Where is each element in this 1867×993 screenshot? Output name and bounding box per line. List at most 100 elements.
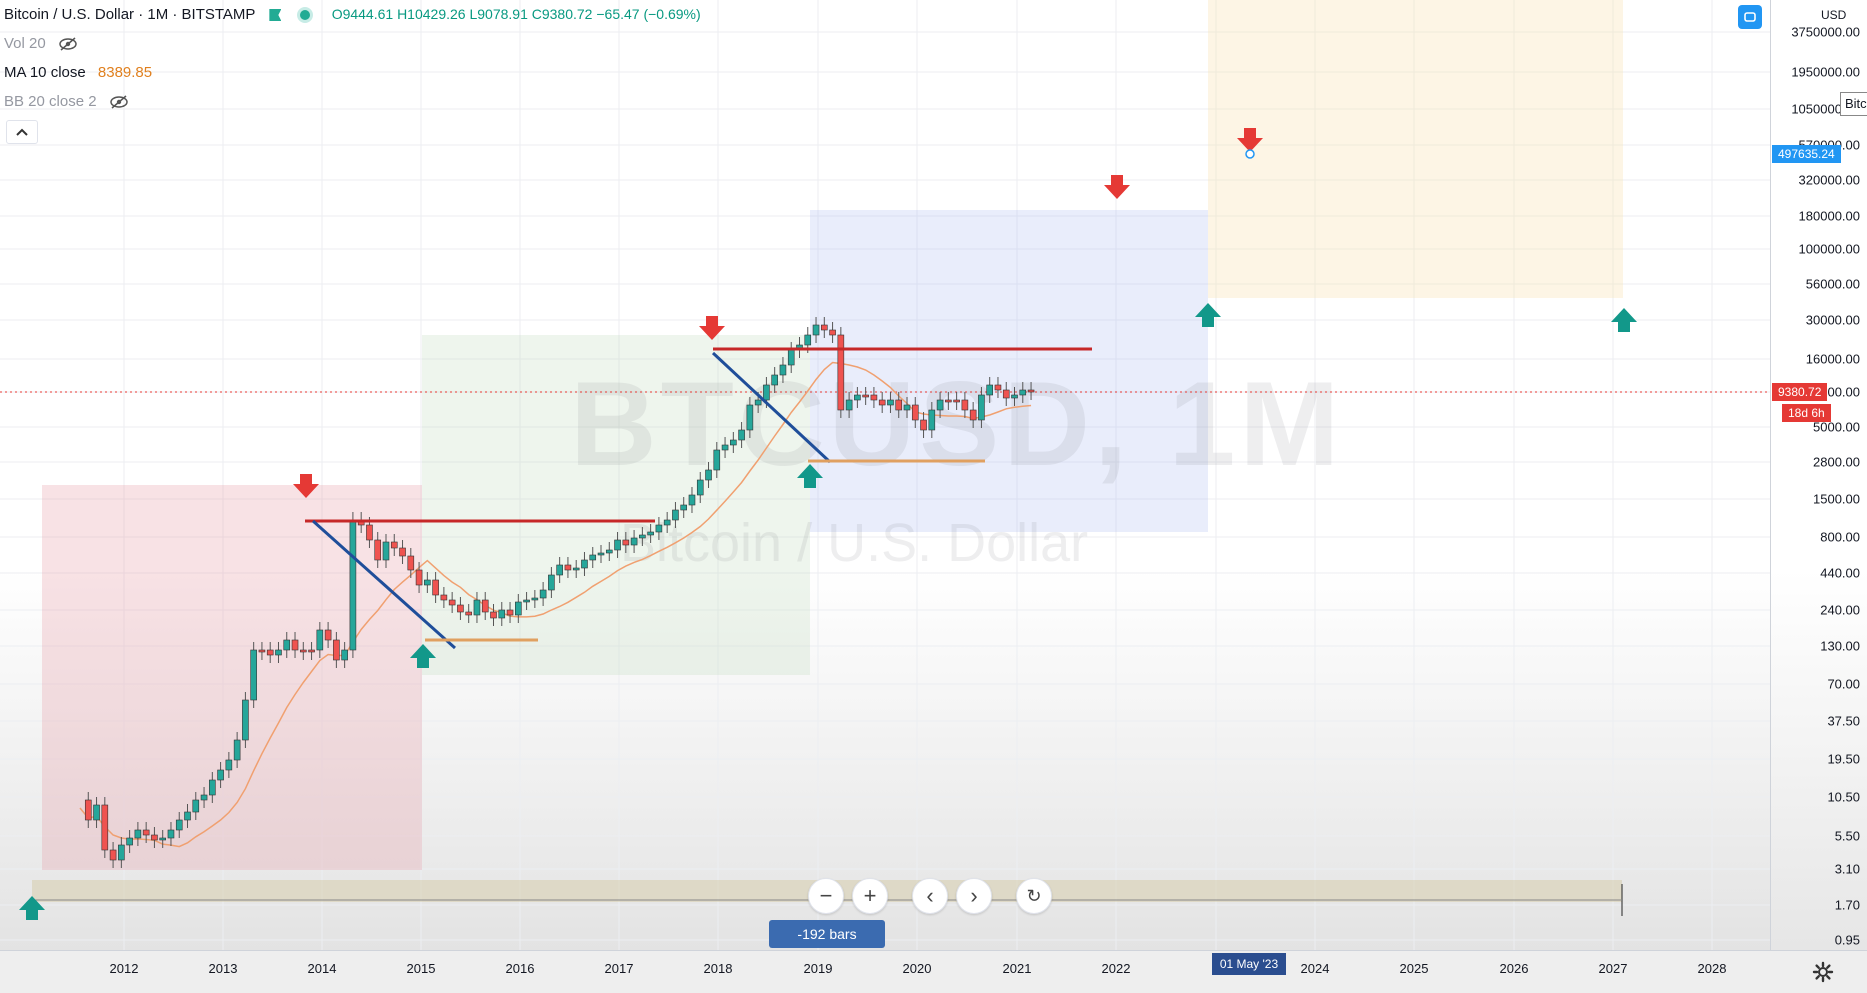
up-arrow-icon (1195, 303, 1221, 327)
candle-body (341, 649, 348, 661)
price-tick-label: 3750000.00 (1791, 24, 1860, 40)
scroll-right-button[interactable]: › (956, 878, 992, 914)
currency-label[interactable]: USD (1821, 8, 1847, 22)
candle-body (473, 599, 481, 616)
candle-body (415, 569, 423, 586)
price-tick-label: 5000.00 (1813, 419, 1860, 435)
candle-body (878, 399, 886, 406)
candle-body (680, 504, 688, 511)
ma-indicator-value: 8389.85 (97, 64, 153, 81)
candle-body (1019, 389, 1027, 396)
candle-body (920, 419, 927, 431)
time-tick-label: 2016 (505, 961, 535, 976)
candle-body (655, 524, 663, 533)
volume-indicator-legend[interactable]: Vol 20 (4, 35, 78, 52)
price-scale[interactable]: USD 3750000.001950000.001050000.00570000… (1770, 0, 1867, 950)
candle-body (531, 597, 539, 601)
candle-body (605, 549, 613, 554)
moving-average-line (79, 361, 1032, 848)
description-watermark: Bitcoin / U.S. Dollar (620, 513, 1089, 573)
symbol-title[interactable]: Bitcoin / U.S. Dollar · 1M · BITSTAMP (4, 6, 256, 23)
candle-body (845, 399, 853, 411)
eye-hidden-icon[interactable] (109, 95, 129, 109)
time-tick-label: 2028 (1697, 961, 1727, 976)
candle-body (175, 819, 183, 831)
crosshair-marker (1245, 149, 1255, 159)
price-tick-label: 37.50 (1827, 713, 1860, 729)
scroll-left-button[interactable]: ‹ (912, 878, 948, 914)
down-arrow-icon (699, 316, 725, 340)
candle-body (390, 541, 398, 549)
zoom-in-button[interactable]: + (852, 878, 888, 914)
candle-body (696, 479, 704, 496)
candle-body (936, 399, 944, 411)
time-tick-label: 2025 (1399, 961, 1429, 976)
candle-body (291, 639, 299, 651)
time-scale[interactable]: 2012 2013 2014 2015 2016 2017 2018 2019 2020 2021… (0, 950, 1867, 993)
candle-body (159, 837, 166, 841)
cycle-zone-4 (1208, 0, 1623, 298)
up-arrow-icon (797, 464, 823, 488)
market-status-icon (299, 10, 310, 21)
candle-body (192, 799, 200, 813)
time-tick-label: 2022 (1101, 961, 1131, 976)
time-tick-label: 2021 (1002, 961, 1032, 976)
zoom-out-button[interactable]: − (808, 878, 844, 914)
candle-body (84, 799, 92, 821)
price-chart[interactable] (0, 0, 1770, 950)
collapse-legend-button[interactable] (6, 120, 38, 144)
ma-indicator-legend[interactable]: MA 10 close 8389.85 (4, 64, 152, 81)
ohlc-values: O9444.61 H10429.26 L9078.91 C9380.72 −65… (331, 6, 701, 22)
candle-body (457, 604, 464, 613)
cycle-zone-3 (810, 210, 1208, 532)
candle-body (730, 439, 737, 446)
downtrend-line-2018 (711, 351, 832, 464)
candle-body (812, 324, 820, 336)
symbol-watermark: BTCUSD, 1M (570, 357, 1344, 491)
candle-body (432, 579, 439, 596)
price-tick-label: 1.70 (1834, 897, 1860, 913)
candle-body (903, 404, 911, 411)
candle-body (928, 409, 936, 431)
candle-body (151, 834, 158, 841)
candle-body (887, 399, 894, 406)
flag-icon[interactable] (269, 9, 282, 22)
auto-scale-button[interactable] (1738, 5, 1762, 29)
candle-body (242, 699, 249, 741)
candle-body (1002, 389, 1010, 399)
candle-body (283, 639, 291, 651)
candle-body (787, 349, 795, 366)
settings-gear-icon[interactable] (1812, 961, 1834, 983)
candle-body (738, 429, 745, 441)
candle-body (1011, 394, 1018, 399)
price-tick-label: 1950000.00 (1791, 64, 1860, 80)
time-tick-label: 2012 (109, 961, 139, 976)
candle-body (266, 649, 274, 656)
price-tick-label: 5.50 (1834, 828, 1860, 844)
candle-body (911, 404, 919, 421)
candle-body (895, 399, 903, 411)
candle-body (589, 554, 597, 561)
candle-body (539, 589, 547, 599)
chart-area[interactable]: BTCUSD, 1M Bitcoin / U.S. Dollar Bitcoin… (0, 0, 1770, 950)
price-tick-label: 10.50 (1827, 789, 1860, 805)
bars-count-badge: -192 bars (769, 920, 885, 948)
ma-indicator-label: MA 10 close (4, 64, 86, 81)
eye-hidden-icon[interactable] (58, 37, 78, 51)
price-tick-label: 16000.00 (1805, 351, 1860, 367)
candle-body (953, 399, 960, 403)
candle-body (556, 564, 563, 576)
bb-indicator-legend[interactable]: BB 20 close 2 (4, 93, 129, 110)
down-arrow-icon (1237, 128, 1263, 152)
time-tick-label: 2013 (208, 961, 238, 976)
candle-body (804, 334, 812, 346)
candle-body (548, 574, 555, 591)
time-tick-label: 2014 (307, 961, 337, 976)
price-tick-label: 240.00 (1820, 602, 1860, 618)
reset-chart-button[interactable]: ↻ (1016, 878, 1052, 914)
candle-body (374, 539, 382, 561)
candle-body (969, 409, 977, 421)
candle-body (754, 399, 762, 406)
cursor-date-tag: 01 May '23 (1212, 953, 1286, 975)
candle-body (250, 649, 257, 701)
